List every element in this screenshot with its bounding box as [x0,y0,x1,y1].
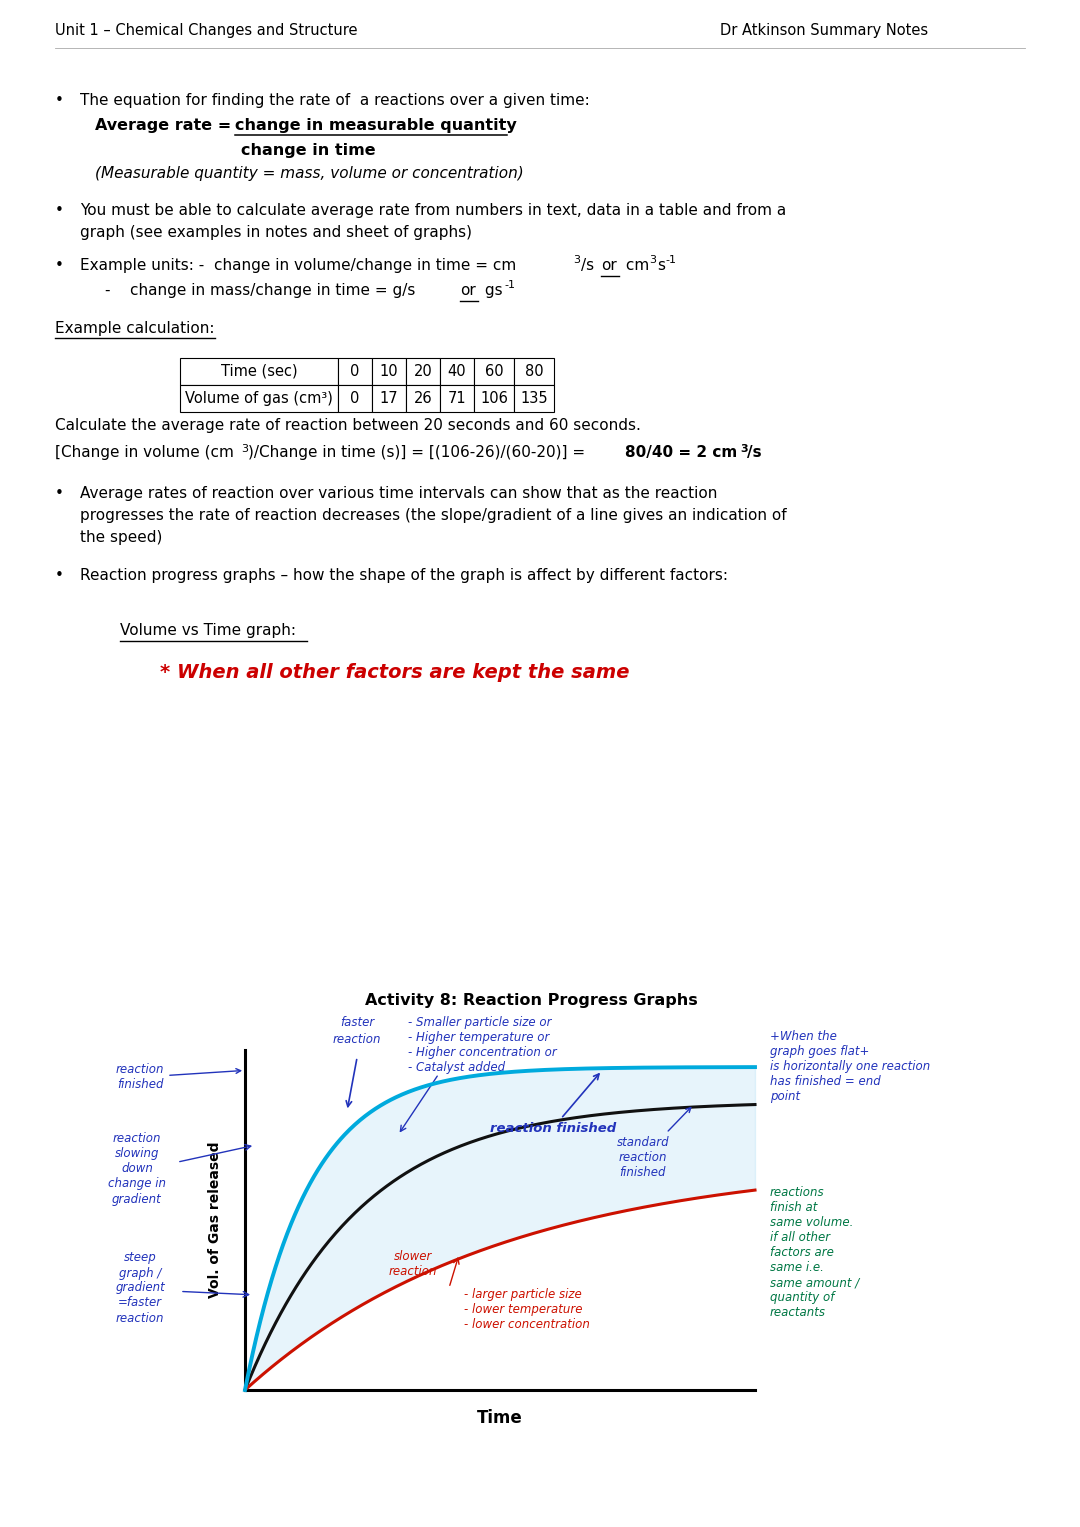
Text: 40: 40 [448,363,467,379]
Text: steep
graph /
gradient
=faster
reaction: steep graph / gradient =faster reaction [116,1252,165,1324]
Text: Dr Atkinson Summary Notes: Dr Atkinson Summary Notes [720,23,928,38]
Text: -1: -1 [504,279,515,290]
Text: - larger particle size
- lower temperature
- lower concentration: - larger particle size - lower temperatu… [464,1287,590,1332]
Text: You must be able to calculate average rate from numbers in text, data in a table: You must be able to calculate average ra… [80,203,786,218]
Bar [180,385,338,412]
Text: gs: gs [480,282,502,298]
Text: 0: 0 [350,391,360,406]
Text: or: or [460,282,476,298]
Text: 26: 26 [414,391,432,406]
Text: Average rate =: Average rate = [95,118,237,133]
Text: 20: 20 [414,363,432,379]
Text: +When the
graph goes flat+
is horizontally one reaction
has finished = end
point: +When the graph goes flat+ is horizontal… [770,1029,930,1102]
Text: The equation for finding the rate of  a reactions over a given time:: The equation for finding the rate of a r… [80,93,590,108]
Bar [406,357,440,385]
Text: Reaction progress graphs – how the shape of the graph is affect by different fac: Reaction progress graphs – how the shape… [80,568,728,583]
Bar [338,357,372,385]
Text: slower
reaction: slower reaction [389,1251,437,1278]
Bar [474,357,514,385]
Text: Example calculation:: Example calculation: [55,321,215,336]
Bar [474,385,514,412]
Text: cm: cm [621,258,649,273]
Text: Example units: -  change in volume/change in time = cm: Example units: - change in volume/change… [80,258,516,273]
Text: Average rates of reaction over various time intervals can show that as the react: Average rates of reaction over various t… [80,486,717,501]
Bar [180,357,338,385]
Text: 3: 3 [649,255,656,266]
Text: standard
reaction
finished: standard reaction finished [617,1107,691,1179]
Text: 3: 3 [740,444,747,454]
Text: 3: 3 [241,444,248,454]
Text: -    change in mass/change in time = g/s: - change in mass/change in time = g/s [105,282,420,298]
Text: [Change in volume (cm: [Change in volume (cm [55,444,234,460]
Text: 71: 71 [448,391,467,406]
Text: * When all other factors are kept the same: * When all other factors are kept the sa… [160,663,630,683]
Text: Calculate the average rate of reaction between 20 seconds and 60 seconds.: Calculate the average rate of reaction b… [55,418,640,434]
Text: graph (see examples in notes and sheet of graphs): graph (see examples in notes and sheet o… [80,224,472,240]
Text: change in measurable quantity: change in measurable quantity [235,118,516,133]
Text: (Measurable quantity = mass, volume or concentration): (Measurable quantity = mass, volume or c… [95,166,524,182]
Bar [440,385,474,412]
Text: /s: /s [747,444,761,460]
Text: 106: 106 [481,391,508,406]
Text: •: • [55,568,64,583]
Text: reaction
finished: reaction finished [116,1063,241,1092]
Text: 135: 135 [521,391,548,406]
Text: Time: Time [477,1409,523,1428]
Text: progresses the rate of reaction decreases (the slope/gradient of a line gives an: progresses the rate of reaction decrease… [80,508,786,524]
Text: •: • [55,203,64,218]
Text: the speed): the speed) [80,530,162,545]
Text: Volume of gas (cm³): Volume of gas (cm³) [185,391,333,406]
Bar [440,357,474,385]
Text: reaction finished: reaction finished [490,1073,616,1135]
Text: 17: 17 [380,391,399,406]
Text: 80/40 = 2 cm: 80/40 = 2 cm [625,444,738,460]
Text: faster: faster [340,1015,375,1029]
Text: s: s [657,258,665,273]
Text: 80: 80 [525,363,543,379]
Bar [514,385,554,412]
Text: •: • [55,486,64,501]
Text: 0: 0 [350,363,360,379]
Text: Volume vs Time graph:: Volume vs Time graph: [120,623,296,638]
Text: Time (sec): Time (sec) [220,363,297,379]
Text: 60: 60 [485,363,503,379]
Text: 10: 10 [380,363,399,379]
Text: reaction: reaction [333,1034,381,1046]
Bar [372,357,406,385]
Text: Activity 8: Reaction Progress Graphs: Activity 8: Reaction Progress Graphs [365,993,698,1008]
Text: change in time: change in time [241,144,376,157]
Bar [406,385,440,412]
Text: reaction
slowing
down
change in
gradient: reaction slowing down change in gradient [108,1133,166,1205]
Text: or: or [600,258,617,273]
Bar [514,357,554,385]
Text: /s: /s [581,258,599,273]
Text: 3: 3 [573,255,580,266]
Text: •: • [55,93,64,108]
Bar [372,385,406,412]
Text: )/Change in time (s)] = [(106-26)/(60-20)] =: )/Change in time (s)] = [(106-26)/(60-20… [248,444,590,460]
Text: Vol. of Gas released: Vol. of Gas released [208,1142,222,1298]
Text: Unit 1 – Chemical Changes and Structure: Unit 1 – Chemical Changes and Structure [55,23,357,38]
Text: - Smaller particle size or
- Higher temperature or
- Higher concentration or
- C: - Smaller particle size or - Higher temp… [408,1015,557,1073]
Bar [338,385,372,412]
Text: •: • [55,258,64,273]
Text: reactions
finish at
same volume.
if all other
factors are
same i.e.
same amount : reactions finish at same volume. if all … [770,1186,860,1319]
Text: -1: -1 [665,255,676,266]
